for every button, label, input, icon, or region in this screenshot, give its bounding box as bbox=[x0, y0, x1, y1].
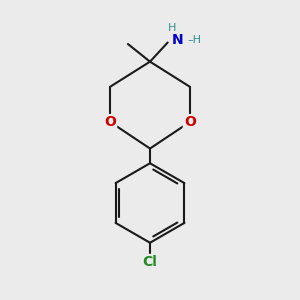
Text: Cl: Cl bbox=[142, 255, 158, 269]
Text: –H: –H bbox=[187, 34, 201, 45]
Text: O: O bbox=[184, 115, 196, 129]
Text: H: H bbox=[168, 23, 176, 33]
Text: O: O bbox=[104, 115, 116, 129]
Text: N: N bbox=[172, 33, 184, 46]
